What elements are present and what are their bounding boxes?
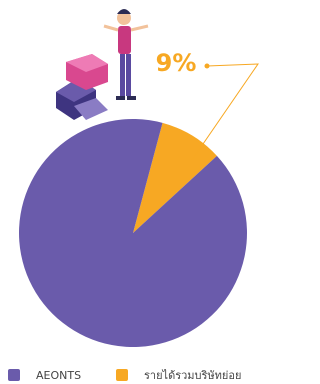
legend-swatch (8, 369, 20, 381)
pie (19, 119, 247, 347)
data-label: 9% (156, 49, 197, 77)
legend-label: รายได้รวมบริษัทย่อย (144, 369, 241, 382)
illustration (56, 9, 148, 120)
legend-label: AEONTS (36, 369, 81, 382)
legend-swatch (116, 369, 128, 381)
leader (192, 64, 258, 161)
page: 9% AEONTS รายได้รวมบริษัทย่อย (0, 0, 264, 384)
chart: 9% AEONTS รายได้รวมบริษัทย่อย (0, 0, 264, 384)
